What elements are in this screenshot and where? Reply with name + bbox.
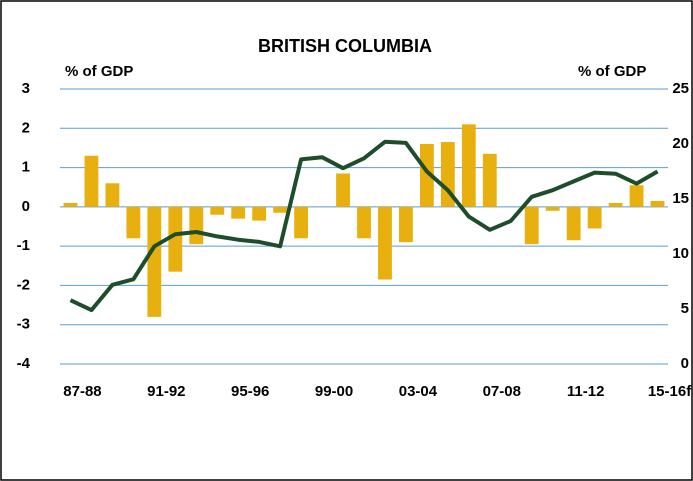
y2-tick-label: 0 [681, 355, 689, 372]
x-tick-label: 87-88 [63, 383, 101, 400]
bar [587, 206, 602, 229]
bar [399, 206, 413, 243]
y-tick-label: 2 [22, 119, 30, 136]
bar [84, 155, 99, 207]
y2-tick-label: 15 [672, 190, 689, 207]
y-tick-label: -1 [17, 237, 30, 254]
bar [168, 206, 183, 272]
y-tick-label: -4 [17, 355, 31, 372]
bar [440, 142, 455, 207]
bar [105, 183, 120, 207]
y2-tick-label: 20 [672, 135, 689, 152]
bar [419, 144, 434, 207]
x-tick-label: 07-08 [483, 383, 521, 400]
y-tick-label: 1 [22, 159, 30, 176]
y2-tick-label: 10 [672, 245, 689, 262]
y2-axis-label: % of GDP [578, 63, 646, 80]
bar [63, 202, 78, 207]
bar [336, 173, 350, 207]
chart-title: BRITISH COLUMBIA [258, 36, 432, 56]
bar [126, 206, 141, 239]
x-tick-label: 95-96 [231, 383, 269, 400]
bar [482, 153, 497, 207]
bar [357, 206, 371, 239]
bar [231, 206, 246, 219]
y2-tick-label: 5 [681, 300, 689, 317]
x-tick-label: 91-92 [147, 383, 185, 400]
bar [608, 202, 623, 207]
x-tick-label: 11-12 [567, 383, 605, 400]
bar [273, 206, 288, 213]
x-tick-label: 99-00 [315, 383, 353, 400]
bar [252, 206, 267, 221]
bar [189, 206, 204, 245]
bar [629, 185, 644, 207]
y-tick-label: 0 [22, 198, 30, 215]
line [69, 139, 659, 313]
x-tick-label: 03-04 [399, 383, 438, 400]
bar [147, 206, 162, 317]
bar [461, 124, 476, 207]
bar [378, 206, 392, 280]
y2-tick-label: 25 [672, 80, 689, 97]
bar [566, 206, 581, 241]
y-axis-label: % of GDP [65, 63, 133, 80]
bar [650, 200, 665, 207]
x-tick-label: 15-16f [648, 383, 692, 400]
bar [210, 206, 225, 215]
bar [294, 206, 309, 239]
y-tick-label: -2 [17, 276, 30, 293]
bar [545, 206, 560, 211]
bar [524, 206, 539, 245]
y-tick-label: -3 [17, 316, 30, 333]
y-tick-label: 3 [22, 80, 30, 97]
